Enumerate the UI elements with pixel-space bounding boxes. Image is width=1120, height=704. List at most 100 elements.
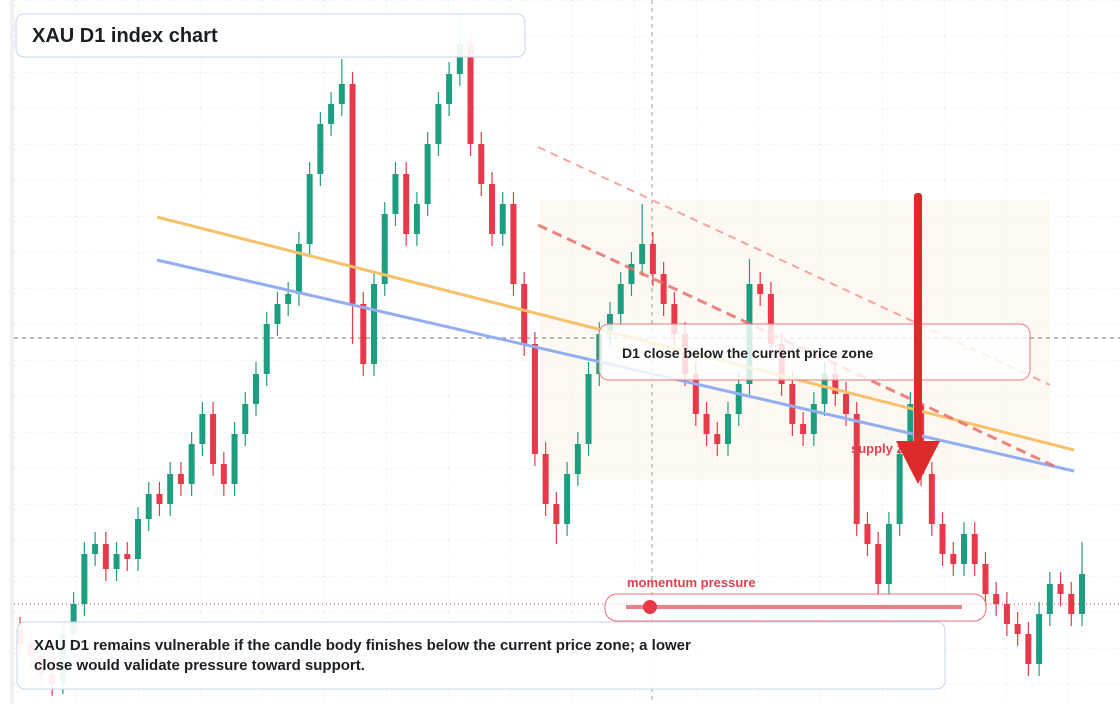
candle-body <box>703 414 710 434</box>
candle-body <box>725 414 731 444</box>
candle-body <box>263 324 270 374</box>
candle-body <box>714 434 721 444</box>
candle-body <box>585 374 592 444</box>
candle-body <box>907 404 914 454</box>
candle-body <box>70 604 77 634</box>
candle-body <box>113 554 120 569</box>
candle-body <box>800 424 807 434</box>
candle-body <box>338 84 345 104</box>
candle-body <box>135 519 141 559</box>
candle-body <box>531 344 538 454</box>
candle-body <box>961 534 967 564</box>
candle-body <box>660 274 667 304</box>
candle-body <box>1046 584 1053 614</box>
candle-body <box>424 144 431 204</box>
candle-body <box>392 174 399 214</box>
arrow-shaft <box>914 193 922 443</box>
candle-body <box>92 544 99 554</box>
candle-body <box>574 444 581 474</box>
candle-body <box>993 594 1000 604</box>
candle-body <box>371 284 377 364</box>
candle-body <box>1036 614 1043 664</box>
candle-body <box>542 454 549 504</box>
momentum-knob <box>643 600 657 614</box>
signal-box <box>598 323 1031 381</box>
candle-body <box>489 184 495 234</box>
candle-body <box>928 474 935 524</box>
candle-body <box>1057 584 1064 594</box>
chart-title: XAU D1 index chart <box>32 25 218 47</box>
candle-body <box>628 264 635 284</box>
candle-body <box>692 374 699 414</box>
candle-body <box>413 204 420 234</box>
candle-body <box>767 294 774 344</box>
candle-body <box>253 374 259 404</box>
candle-body <box>1025 634 1032 664</box>
candle-body <box>199 414 206 444</box>
title-box <box>15 13 526 58</box>
candle-body <box>274 304 281 324</box>
candle-body <box>242 404 249 434</box>
candle-body <box>156 494 163 504</box>
candle-body <box>349 84 356 304</box>
candle-body <box>231 434 238 484</box>
candle-body <box>810 404 817 434</box>
candle-body <box>1068 594 1075 614</box>
candle-body <box>821 374 828 404</box>
candle-body <box>875 544 882 584</box>
candle-body <box>317 124 324 174</box>
candle-body <box>639 244 646 264</box>
candle-body <box>789 384 796 424</box>
candle-body <box>1079 574 1085 614</box>
candle-body <box>124 554 131 559</box>
candle-body <box>188 444 195 484</box>
candle-body <box>456 44 463 74</box>
candle-body <box>735 384 742 414</box>
candle-body <box>446 74 453 104</box>
candle-body <box>510 204 517 284</box>
momentum-label: momentum pressure <box>627 575 756 590</box>
candle-body <box>1003 604 1010 624</box>
candle-body <box>564 474 571 524</box>
candle-body <box>220 464 227 484</box>
candle-body <box>167 474 174 504</box>
left-edge <box>10 0 14 704</box>
candle-body <box>285 294 292 304</box>
note-box <box>16 621 946 690</box>
candle-body <box>939 524 946 554</box>
candle-body <box>521 284 528 344</box>
candle-body <box>478 144 485 184</box>
candle-body <box>853 414 860 524</box>
candle-body <box>553 504 560 524</box>
candle-body <box>210 414 217 464</box>
candle-body <box>757 284 764 294</box>
candle-body <box>328 104 335 124</box>
note-wrap: XAU D1 remains vulnerable if the candle … <box>34 637 691 674</box>
candle-body <box>381 214 388 284</box>
candle-body <box>1014 624 1021 634</box>
candle-body <box>177 474 184 484</box>
signal-text: D1 close below the current price zone <box>622 345 874 361</box>
candle-body <box>435 104 442 144</box>
candle-body <box>295 244 302 294</box>
candle-body <box>885 524 892 584</box>
note-text: XAU D1 remains vulnerable if the candle … <box>34 637 691 674</box>
candle-body <box>971 534 978 564</box>
candle-body <box>145 494 152 519</box>
candle-body <box>467 44 474 144</box>
candle-body <box>864 524 871 544</box>
candle-body <box>832 374 839 394</box>
candle-body <box>950 554 957 564</box>
candle-body <box>671 304 678 334</box>
candle-body <box>843 394 849 414</box>
candle-body <box>499 204 506 234</box>
candle-body <box>306 174 313 244</box>
candle-body <box>360 304 367 364</box>
candle-body <box>102 544 109 569</box>
arrow-head <box>896 441 940 484</box>
candle-body <box>403 174 410 234</box>
candle-body <box>896 454 903 524</box>
channel-dashed <box>537 146 1051 386</box>
candle-body <box>617 284 624 314</box>
